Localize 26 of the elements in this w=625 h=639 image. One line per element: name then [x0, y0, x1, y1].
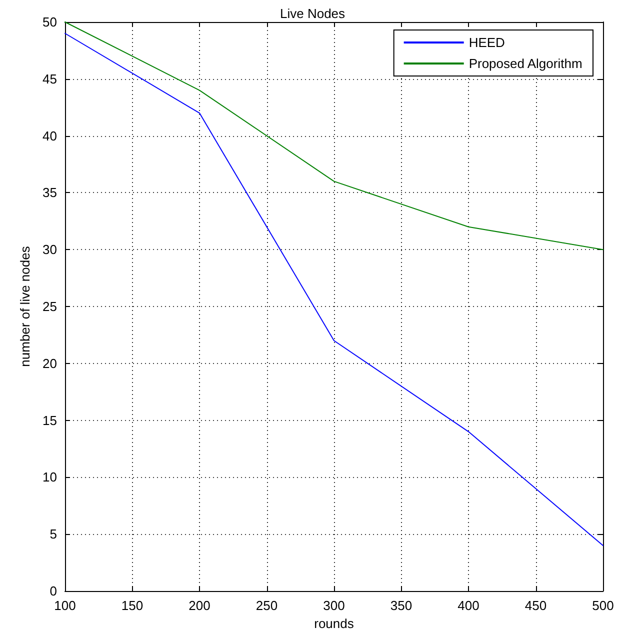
y-tick-label: 30 — [42, 242, 57, 258]
legend-label: HEED — [468, 35, 505, 50]
legend-label: Proposed Algorithm — [468, 56, 582, 71]
x-axis-title: rounds — [314, 616, 354, 631]
y-tick-label: 20 — [42, 356, 57, 371]
x-tick-label: 300 — [323, 598, 345, 613]
x-tick-label: 350 — [390, 598, 412, 613]
x-tick-label: 450 — [524, 598, 547, 613]
y-tick-label: 5 — [50, 526, 57, 542]
y-tick-label: 25 — [42, 299, 57, 314]
y-tick-label: 15 — [42, 412, 57, 428]
y-tick-label: 40 — [42, 128, 57, 144]
x-tick-label: 200 — [188, 598, 210, 613]
x-tick-label: 500 — [592, 598, 614, 613]
x-tick-label: 250 — [256, 598, 278, 613]
x-tick-label: 150 — [121, 598, 144, 613]
y-tick-label: 50 — [42, 14, 57, 30]
y-tick-label: 35 — [42, 185, 57, 200]
x-tick-label: 100 — [54, 598, 76, 613]
chart-title: Live Nodes — [280, 6, 346, 21]
x-tick-label: 400 — [458, 598, 480, 613]
y-tick-label: 0 — [50, 584, 57, 598]
y-tick-label: 10 — [42, 470, 57, 485]
line-series — [64, 32, 604, 546]
y-axis-title: number of live nodes — [18, 246, 33, 367]
y-tick-label: 45 — [42, 71, 57, 86]
